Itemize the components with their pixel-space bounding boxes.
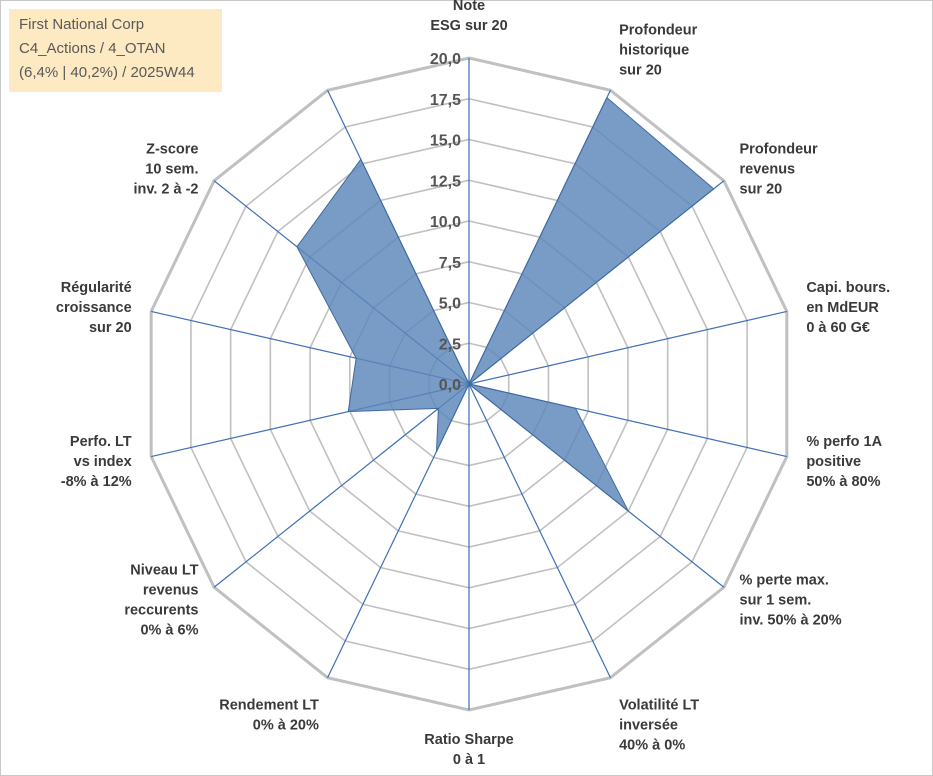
tick-label-7: 17,5 (430, 92, 461, 109)
category-label-2-line-2: sur 20 (740, 181, 783, 197)
category-label-10-line-2: -8% à 12% (61, 474, 132, 490)
tick-label-6: 15,0 (430, 133, 461, 150)
category-label-7-line-1: 0 à 1 (453, 752, 485, 768)
category-label-1-line-2: sur 20 (619, 62, 662, 78)
category-label-10: Perfo. LT vs index -8% à 12% (61, 434, 132, 490)
category-label-8-line-1: 0% à 20% (253, 718, 319, 734)
category-label-12-line-2: inv. 2 à -2 (133, 181, 198, 197)
category-label-5-line-2: inv. 50% à 20% (740, 613, 842, 629)
legend-box: First National Corp C4_Actions / 4_OTAN … (9, 9, 222, 92)
category-label-6-line-2: 40% à 0% (619, 738, 685, 754)
category-label-12-line-1: 10 sem. (145, 161, 198, 177)
category-label-2-line-1: revenus (740, 161, 796, 177)
legend-company: First National Corp (19, 16, 145, 33)
category-label-4: % perfo 1A positive 50% à 80% (806, 434, 882, 490)
category-label-7-line-0: Ratio Sharpe (424, 732, 513, 748)
category-label-2-line-0: Profondeur (740, 141, 818, 157)
tick-label-1: 2,5 (439, 336, 461, 353)
category-label-9-line-2: reccurents (124, 603, 198, 619)
category-label-3-line-1: en MdEUR (806, 300, 879, 316)
tick-label-8: 20,0 (430, 51, 461, 68)
category-label-10-line-1: vs index (74, 454, 132, 470)
tick-layer: 0,0 2,5 5,0 7,5 10,0 12,5 15,0 17,5 20,0 (430, 51, 461, 394)
category-label-0-line-0: Note (453, 0, 485, 14)
spoke-9 (213, 383, 470, 588)
category-label-9: Niveau LT revenus reccurents 0% à 6% (124, 563, 198, 639)
area-layer (296, 96, 715, 512)
category-label-5-line-0: % perte max. (740, 573, 829, 589)
spoke-3 (468, 310, 787, 385)
category-label-10-line-0: Perfo. LT (70, 434, 132, 450)
tick-label-0: 0,0 (439, 377, 461, 394)
category-label-4-line-2: 50% à 80% (806, 474, 880, 490)
label-layer: Note ESG sur 20 Profondeur historique sur 20… (56, 0, 890, 768)
category-label-4-line-1: positive (806, 454, 861, 470)
category-label-9-line-1: revenus (143, 583, 199, 599)
category-label-6: Volatilité LT inversée 40% à 0% (619, 698, 699, 754)
legend-stats: (6,4% | 40,2%) / 2025W44 (19, 64, 195, 81)
category-label-6-line-1: inversée (619, 718, 678, 734)
spoke-6 (468, 383, 611, 678)
category-label-1: Profondeur historique sur 20 (619, 22, 697, 78)
category-label-11-line-1: croissance (56, 300, 132, 316)
category-label-11-line-0: Régularité (61, 280, 132, 296)
tick-label-4: 10,0 (430, 214, 461, 231)
category-label-1-line-1: historique (619, 42, 689, 58)
category-label-12: Z-score 10 sem. inv. 2 à -2 (133, 141, 198, 197)
category-label-3: Capi. bours. en MdEUR 0 à 60 G€ (806, 280, 890, 336)
category-label-0-line-1: ESG sur 20 (430, 18, 507, 34)
category-label-7: Ratio Sharpe 0 à 1 (424, 732, 513, 768)
category-label-5-line-1: sur 1 sem. (740, 593, 812, 609)
category-label-12-line-0: Z-score (146, 141, 198, 157)
category-label-3-line-0: Capi. bours. (806, 280, 890, 296)
category-label-4-line-0: % perfo 1A (806, 434, 882, 450)
tick-label-2: 5,0 (439, 296, 461, 313)
category-label-6-line-0: Volatilité LT (619, 698, 699, 714)
category-label-8-line-0: Rendement LT (219, 698, 319, 714)
legend-category: C4_Actions / 4_OTAN (19, 40, 166, 57)
category-label-8: Rendement LT 0% à 20% (219, 698, 319, 734)
category-label-2: Profondeur revenus sur 20 (740, 141, 818, 197)
tick-label-3: 7,5 (439, 255, 461, 272)
tick-label-5: 12,5 (430, 173, 461, 190)
category-label-1-line-0: Profondeur (619, 22, 697, 38)
category-label-9-line-0: Niveau LT (130, 563, 198, 579)
series-area (296, 96, 715, 512)
category-label-9-line-3: 0% à 6% (140, 623, 198, 639)
category-label-5: % perte max. sur 1 sem. inv. 50% à 20% (740, 573, 842, 629)
category-label-11-line-2: sur 20 (89, 320, 132, 336)
category-label-3-line-2: 0 à 60 G€ (806, 320, 870, 336)
category-label-11: Régularité croissance sur 20 (56, 280, 132, 336)
category-label-0: Note ESG sur 20 (430, 0, 507, 34)
